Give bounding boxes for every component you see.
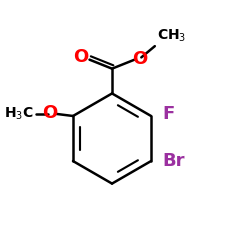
Text: O: O — [132, 50, 148, 68]
Text: O: O — [42, 104, 57, 122]
Text: F: F — [162, 105, 174, 123]
Text: O: O — [73, 48, 88, 66]
Text: Br: Br — [162, 152, 185, 170]
Text: CH$_3$: CH$_3$ — [157, 28, 186, 44]
Text: H$_3$C: H$_3$C — [4, 106, 34, 122]
